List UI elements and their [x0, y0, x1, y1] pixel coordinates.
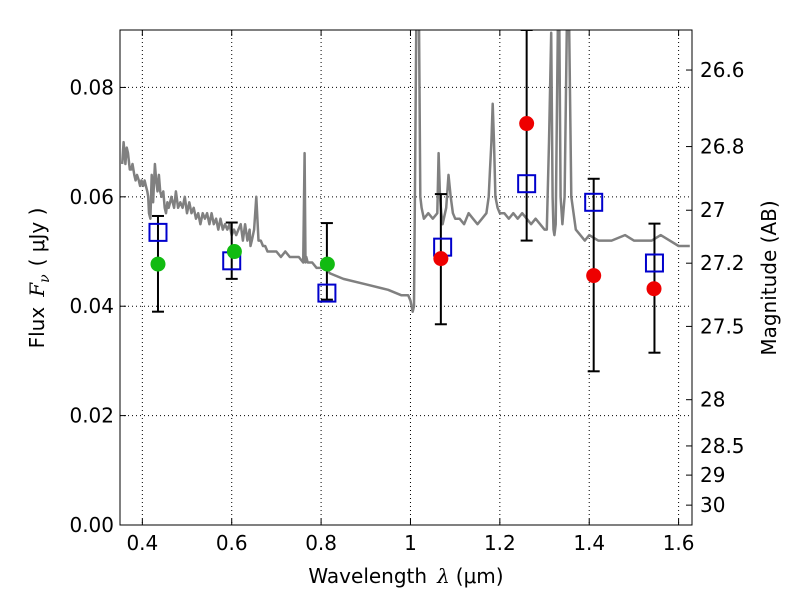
y-tick-label: 0.04 — [69, 294, 114, 318]
x-tick-label: 0.4 — [126, 531, 158, 555]
x-axis-label: Wavelength λ (μm) — [308, 564, 503, 588]
y-tick-label: 0.00 — [69, 513, 114, 537]
y2-tick-label: 27 — [700, 198, 725, 222]
x-tick-label: 1.6 — [663, 531, 695, 555]
y2-tick-label: 30 — [700, 493, 725, 517]
nir-point — [433, 251, 449, 267]
model-photometry-square — [584, 192, 604, 212]
plot-area — [120, 30, 690, 373]
nir-point — [646, 281, 662, 297]
model-photometry-square — [317, 283, 337, 303]
grid — [120, 30, 692, 526]
optical-point — [150, 256, 166, 272]
y-axis-label: FluxFν( μJy ) — [25, 208, 53, 349]
plot-clipped — [120, 30, 690, 373]
y-tick-label: 0.06 — [69, 185, 114, 209]
nir-point — [586, 268, 602, 284]
optical-point — [319, 256, 335, 272]
y2-tick-label: 27.5 — [700, 314, 745, 338]
axis-ticks: 0.4 0.6 0.8 1 1.2 1.4 1.6 0.00 0.02 0.04 0.06 0.08 2… — [69, 30, 745, 555]
y2-axis-label: Magnitude (AB) — [757, 200, 781, 355]
x-tick-label: 0.8 — [305, 531, 337, 555]
y2-tick-label: 26.8 — [700, 135, 745, 159]
x-tick-label: 1.2 — [484, 531, 516, 555]
model-photometry-square — [644, 253, 664, 273]
y2-tick-label: 28.5 — [700, 434, 745, 458]
y2-tick-label: 29 — [700, 463, 725, 487]
optical-point — [226, 244, 242, 260]
y2-tick-label: 28 — [700, 388, 725, 412]
y-tick-label: 0.02 — [69, 404, 114, 428]
y2-tick-label: 26.6 — [700, 58, 745, 82]
model-photometry-square — [517, 174, 537, 194]
x-tick-label: 1 — [404, 531, 417, 555]
x-tick-label: 1.4 — [573, 531, 605, 555]
model-photometry-square — [148, 222, 168, 242]
x-tick-label: 0.6 — [216, 531, 248, 555]
y-tick-label: 0.08 — [69, 75, 114, 99]
sed-line — [120, 30, 690, 313]
axes-frame — [119, 29, 693, 526]
nir-point — [519, 116, 535, 132]
y2-tick-label: 27.2 — [700, 251, 745, 275]
